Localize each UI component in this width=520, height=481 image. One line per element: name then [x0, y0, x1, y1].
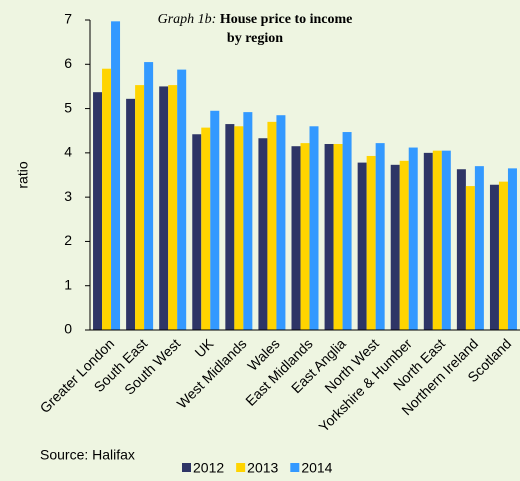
bar — [342, 132, 352, 330]
legend-label: 2014 — [301, 460, 332, 476]
bar — [423, 152, 433, 330]
bar — [309, 126, 319, 331]
bar — [93, 92, 103, 330]
bar — [111, 21, 121, 330]
bar — [507, 168, 517, 330]
bar — [291, 146, 301, 330]
bar — [456, 169, 466, 330]
y-tick-label: 0 — [64, 321, 72, 337]
bar — [498, 181, 508, 330]
bar — [210, 110, 220, 331]
legend-swatch — [236, 463, 246, 472]
bar — [432, 150, 442, 330]
title-prefix: Graph 1b: — [157, 12, 217, 27]
bar — [102, 68, 112, 330]
bar — [375, 143, 385, 330]
y-tick-label: 2 — [64, 232, 72, 248]
bar — [243, 112, 253, 330]
bar — [234, 126, 244, 331]
bar — [441, 150, 451, 330]
y-tick-label: 5 — [64, 99, 72, 115]
y-tick-label: 6 — [64, 55, 72, 71]
legend-label: 2012 — [193, 460, 224, 476]
bar — [366, 155, 376, 330]
bar — [474, 166, 484, 330]
bar — [357, 162, 367, 330]
y-axis-label: ratio — [15, 161, 31, 188]
chart-title: House price to income by region — [219, 12, 353, 46]
bar — [300, 143, 310, 330]
bar — [333, 144, 343, 330]
legend-label: 2013 — [247, 460, 278, 476]
bar — [225, 124, 235, 330]
legend-swatch — [290, 463, 300, 472]
bar — [192, 134, 202, 330]
y-tick-label: 7 — [64, 11, 72, 27]
bar — [168, 85, 178, 330]
bar — [258, 138, 268, 330]
bar — [177, 69, 187, 330]
bar — [408, 147, 418, 330]
y-tick-label: 4 — [64, 144, 72, 160]
bar — [399, 160, 409, 330]
bar — [489, 184, 499, 330]
y-tick-label: 1 — [64, 276, 72, 292]
x-tick-label: UK — [191, 335, 217, 361]
bar — [126, 98, 136, 330]
legend-swatch — [182, 463, 191, 472]
source: Source: Halifax — [40, 447, 135, 463]
y-tick-label: 3 — [64, 188, 72, 204]
chart-title-block: Graph 1b: House price to income by regio… — [150, 10, 360, 48]
bar — [267, 121, 277, 330]
bar — [201, 127, 211, 330]
bar — [390, 164, 400, 330]
bar — [465, 186, 475, 330]
bar — [135, 85, 145, 330]
bar — [276, 115, 286, 330]
bar — [159, 86, 169, 330]
bar — [144, 62, 154, 330]
bar — [324, 144, 334, 330]
